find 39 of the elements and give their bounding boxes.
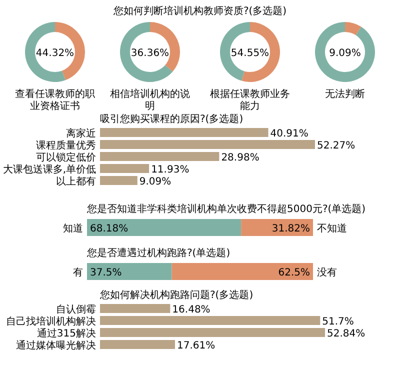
text: 36.36%: [130, 48, 170, 59]
data-label: 62.5%: [278, 268, 310, 278]
y-tick-label: 通过媒体曝光解决: [16, 340, 96, 352]
series-label: 知道: [63, 222, 83, 234]
text: 您如何判断培训机构教师资质?(多选题): [112, 5, 287, 17]
text: 根据任课教师业务能力: [210, 88, 290, 112]
y-tick-label: 以上都有: [56, 176, 96, 188]
series-label: 不知道: [317, 222, 347, 234]
data-label: 52.84%: [327, 328, 366, 340]
text: 54.55%: [230, 48, 270, 59]
series-label: 有: [73, 266, 83, 278]
y-tick-label: 可以锁定低价: [36, 152, 96, 164]
data-label: 51.7%: [322, 316, 354, 328]
text: 查看任课教师的职业资格证书: [15, 88, 95, 112]
data-label: 52.27%: [317, 140, 356, 152]
data-label: 40.91%: [270, 128, 308, 140]
data-label: 16.48%: [172, 304, 210, 316]
chart-title: 吸引您购买课程的原因?(多选题): [100, 113, 244, 125]
data-label: 11.93%: [151, 164, 190, 176]
y-tick-label: 大课包送课多,单价低: [2, 164, 96, 176]
y-tick-label: 通过315解决: [36, 328, 96, 340]
data-label: 37.5%: [90, 268, 122, 278]
chart-title: 您是否知道非学科类培训机构单次收费不得超5000元?(单选题): [86, 203, 366, 215]
y-tick-label: 自认倒霉: [56, 304, 96, 316]
text: 相信培训机构的说明: [110, 88, 190, 112]
y-tick-label: 课程质量优秀: [36, 140, 96, 152]
data-label: 31.82%: [272, 224, 310, 234]
data-label: 9.09%: [139, 176, 172, 188]
text: 无法判断: [325, 88, 365, 100]
chart-title: 您是否遭遇过机构跑路?(单选题): [86, 247, 230, 259]
data-label: 28.98%: [221, 152, 260, 164]
y-tick-label: 自己找培训机构解决: [6, 316, 96, 328]
text: 44.32%: [36, 48, 74, 59]
data-label: 17.61%: [176, 340, 216, 352]
text: 9.09%: [329, 48, 361, 59]
data-label: 68.18%: [90, 224, 128, 234]
series-label: 没有: [317, 266, 337, 278]
chart-title: 您如何解决机构跑路问题?(多选题): [99, 289, 254, 301]
y-tick-label: 离家近: [66, 128, 96, 140]
